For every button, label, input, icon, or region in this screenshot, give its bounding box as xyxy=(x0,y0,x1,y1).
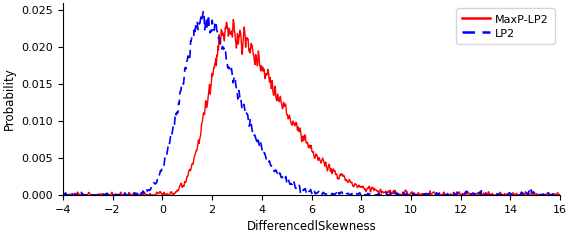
MaxP-LP2 xyxy=(59,191,66,194)
MaxP-LP2 xyxy=(146,194,153,196)
MaxP-LP2 xyxy=(69,194,76,196)
LP2 xyxy=(250,132,257,135)
LP2 xyxy=(200,9,207,12)
LP2 xyxy=(557,194,564,196)
Legend: MaxP-LP2, LP2: MaxP-LP2, LP2 xyxy=(457,8,555,44)
MaxP-LP2 xyxy=(250,55,257,58)
LP2 xyxy=(116,193,123,196)
Y-axis label: Probability: Probability xyxy=(3,67,16,130)
LP2 xyxy=(145,189,152,192)
LP2 xyxy=(494,192,500,195)
LP2 xyxy=(547,194,554,196)
Line: MaxP-LP2: MaxP-LP2 xyxy=(63,20,560,195)
MaxP-LP2 xyxy=(547,193,554,196)
LP2 xyxy=(59,194,66,196)
X-axis label: DifferencedlSkewness: DifferencedlSkewness xyxy=(247,220,376,233)
MaxP-LP2 xyxy=(116,194,123,196)
Line: LP2: LP2 xyxy=(63,11,560,195)
MaxP-LP2 xyxy=(557,194,564,196)
MaxP-LP2 xyxy=(272,89,279,92)
MaxP-LP2 xyxy=(494,194,500,196)
MaxP-LP2 xyxy=(230,18,237,21)
LP2 xyxy=(272,169,279,172)
